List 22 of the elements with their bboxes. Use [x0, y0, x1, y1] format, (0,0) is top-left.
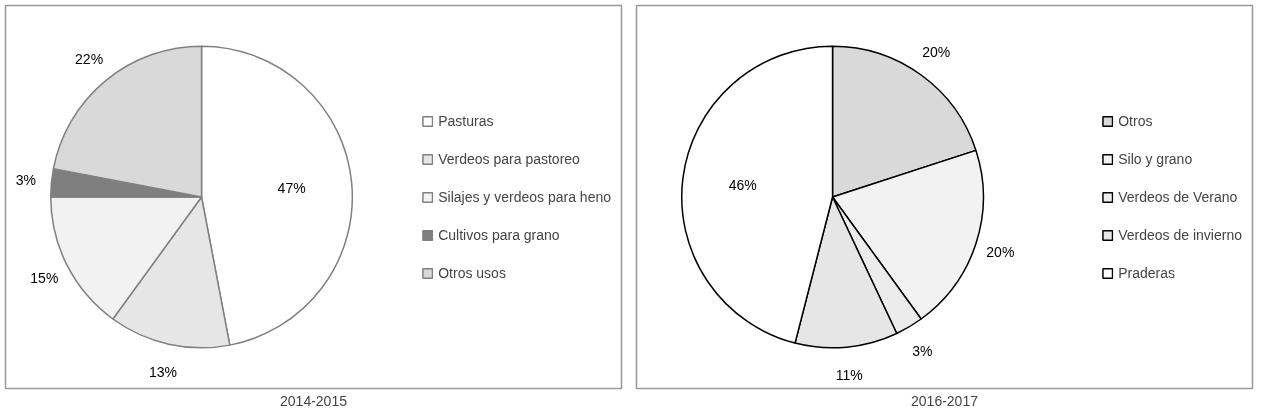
data-label: 20% [986, 244, 1015, 261]
data-label: 20% [922, 43, 951, 60]
legend-label: Verdeos de Verano [1118, 188, 1238, 205]
data-label: 13% [149, 363, 178, 380]
legend-label: Otros [1118, 112, 1153, 129]
data-label: 46% [728, 177, 757, 194]
data-label: 47% [277, 180, 306, 197]
legend-label: Praderas [1118, 264, 1176, 281]
legend-label: Verdeos de invierno [1118, 226, 1242, 243]
data-label: 11% [835, 367, 863, 384]
data-label: 22% [75, 50, 104, 67]
legend-label: Silo y grano [1118, 150, 1193, 167]
legend-label: Verdeos para pastoreo [438, 150, 580, 167]
legend-label: Otros usos [438, 264, 506, 281]
data-label: 15% [30, 270, 59, 287]
text: 2014-2015 [280, 392, 348, 409]
legend-label: Silajes y verdeos para heno [438, 188, 611, 205]
data-label: 3% [15, 172, 36, 189]
legend-label: Pasturas [438, 112, 494, 129]
text: 2016-2017 [911, 392, 979, 409]
data-label: 3% [912, 343, 933, 360]
legend-label: Cultivos para grano [438, 226, 560, 243]
